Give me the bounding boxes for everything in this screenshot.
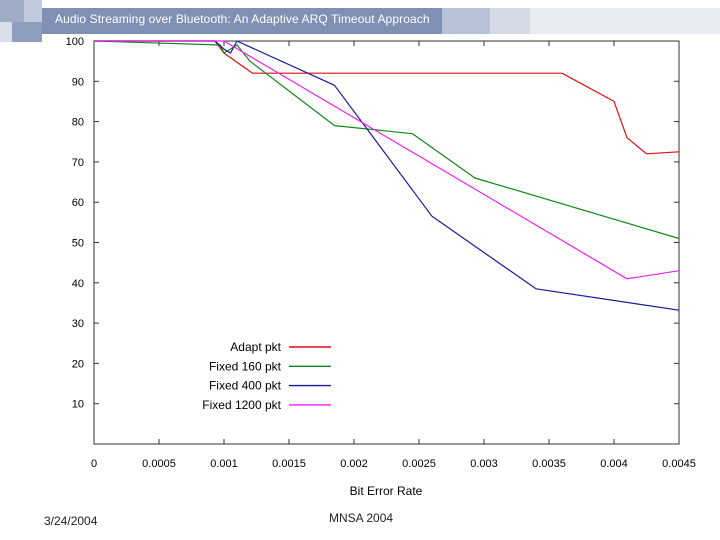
series-line-fixed-160-pkt: [93, 40, 680, 240]
y-tick-label: 100: [66, 36, 84, 48]
y-tick-label: 20: [72, 358, 84, 370]
y-tick-label: 80: [72, 117, 84, 129]
slide-title: Audio Streaming over Bluetooth: An Adapt…: [55, 12, 430, 26]
y-tick-label: 30: [72, 318, 84, 330]
legend-label: Fixed 160 pkt: [209, 359, 282, 373]
x-tick-label: 0.0025: [402, 458, 436, 470]
header-decoration-square: [442, 8, 490, 34]
x-tick-label: 0.0045: [662, 458, 696, 470]
x-tick-label: 0.0005: [142, 458, 176, 470]
header-decoration-square: [24, 0, 42, 22]
slide-header-bar: Audio Streaming over Bluetooth: An Adapt…: [0, 0, 720, 44]
plot-frame: [93, 40, 680, 445]
y-axis: 10 20 30 40 50 60 70 80 90 100: [66, 36, 679, 411]
legend: Adapt pkt Fixed 160 pkt Fixed 400 pkt Fixed…: [202, 340, 331, 412]
header-decoration-square: [0, 0, 24, 22]
legend-label: Adapt pkt: [230, 340, 281, 354]
header-decoration-square: [490, 8, 530, 34]
header-decoration-square: [12, 22, 42, 42]
y-tick-label: 60: [72, 197, 84, 209]
header-title-band: [42, 8, 442, 34]
legend-label: Fixed 400 pkt: [209, 379, 282, 393]
x-tick-label: 0.0015: [272, 458, 306, 470]
y-tick-label: 50: [72, 238, 84, 250]
x-tick-label: 0.003: [470, 458, 498, 470]
series-line-fixed-1200-pkt: [94, 40, 680, 280]
x-tick-label: 0.001: [210, 458, 238, 470]
x-axis: 0 0.0005 0.001 0.0015 0.002 0.0025 0.003 0.0035…: [91, 41, 696, 470]
x-tick-label: 0.004: [600, 458, 628, 470]
footer-conference: MNSA 2004: [329, 511, 394, 525]
y-tick-label: 90: [72, 76, 84, 88]
series-lines: [93, 40, 680, 311]
x-tick-label: 0: [91, 458, 97, 470]
series-line-fixed-400-pkt: [94, 40, 680, 311]
x-axis-label: Bit Error Rate: [350, 484, 423, 498]
header-decoration-square: [0, 22, 12, 42]
y-tick-label: 10: [72, 399, 84, 411]
header-decoration-square: [530, 8, 720, 34]
y-tick-label: 70: [72, 157, 84, 169]
x-tick-label: 0.0035: [532, 458, 566, 470]
y-tick-label: 40: [72, 278, 84, 290]
footer-date: 3/24/2004: [44, 514, 98, 528]
legend-label: Fixed 1200 pkt: [202, 398, 281, 412]
x-tick-label: 0.002: [340, 458, 368, 470]
